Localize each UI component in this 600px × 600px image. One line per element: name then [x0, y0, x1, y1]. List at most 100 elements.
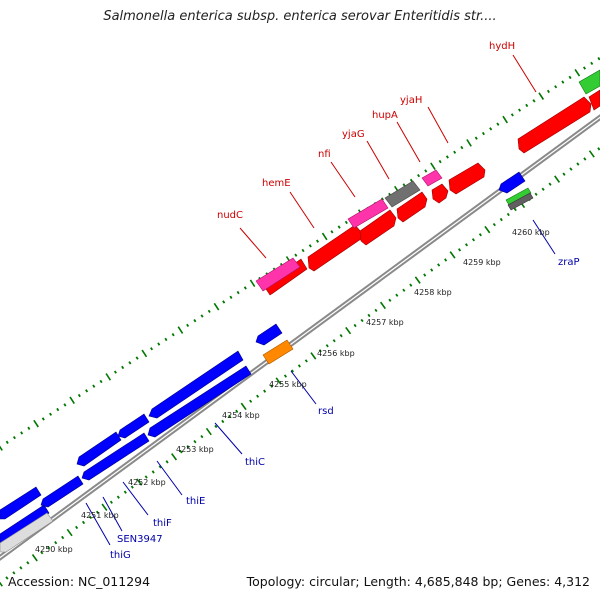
inner-ring-minor-tick	[499, 217, 503, 222]
inner-ring-minor-tick	[283, 374, 288, 378]
outer-ring-minor-tick	[5, 440, 9, 444]
gene-label-thiF[interactable]: thiF	[153, 518, 172, 529]
gene-label-nudC[interactable]: nudC	[217, 210, 243, 221]
outer-ring-minor-tick	[12, 436, 16, 440]
gene-label-SEN3947[interactable]: SEN3947	[117, 534, 163, 545]
gene-hydH[interactable]	[517, 96, 592, 154]
inner-ring-major-tick	[484, 225, 491, 234]
outer-ring-minor-tick	[121, 365, 125, 370]
scale-label-4257: 4257 kbp	[366, 318, 404, 327]
inner-ring-minor-tick	[269, 384, 274, 388]
outer-ring-major-tick	[213, 302, 220, 311]
inner-ring-minor-tick	[513, 207, 517, 212]
inner-ring-minor-tick	[61, 535, 65, 540]
inner-ring-minor-tick	[54, 540, 58, 545]
inner-ring-minor-tick	[569, 167, 573, 171]
outer-ring-minor-tick	[597, 57, 600, 61]
inner-ring-minor-tick	[81, 520, 86, 525]
outer-ring-minor-tick	[229, 295, 233, 299]
gene-nfi-region[interactable]	[307, 224, 362, 272]
outer-ring-minor-tick	[200, 314, 204, 318]
leader-hydH	[512, 54, 537, 93]
outer-ring-major-tick	[430, 162, 436, 171]
inner-ring-major-tick	[588, 150, 595, 158]
outer-ring-minor-tick	[424, 169, 428, 173]
outer-ring-minor-tick	[337, 225, 341, 229]
outer-ring-minor-tick	[236, 290, 240, 295]
inner-ring-minor-tick	[158, 465, 162, 469]
outer-ring-major-tick	[249, 279, 256, 288]
outer-ring-minor-tick	[243, 286, 247, 290]
gene-label-hupA[interactable]: hupA	[372, 110, 398, 121]
gene-thiG-inner[interactable]	[40, 475, 84, 508]
gene-label-zraP[interactable]: zraP	[558, 257, 580, 268]
gene-thiC-outer[interactable]	[148, 350, 244, 419]
gene-thiE-outer[interactable]	[117, 413, 150, 439]
leader-SEN3947	[102, 496, 123, 532]
gene-thiE-inner[interactable]	[81, 432, 150, 481]
outer-ring-minor-tick	[85, 389, 89, 393]
gene-rsd[interactable]	[255, 323, 283, 346]
inner-tick-ring	[0, 147, 600, 587]
inner-ring-minor-tick	[19, 566, 23, 570]
outer-ring-minor-tick	[150, 347, 154, 351]
inner-ring-minor-tick	[304, 359, 308, 363]
gene-label-yjaG[interactable]: yjaG	[342, 129, 365, 140]
outer-ring-minor-tick	[222, 300, 226, 304]
forward-label-leaders	[239, 54, 537, 259]
outer-ring-minor-tick	[186, 323, 190, 327]
inner-ring-major-tick	[31, 554, 38, 562]
gene-grey-feature	[384, 180, 421, 208]
outer-ring-minor-tick	[294, 253, 298, 257]
gene-green-feature	[578, 69, 600, 95]
outer-ring-minor-tick	[20, 431, 24, 435]
inner-ring-minor-tick	[353, 323, 357, 328]
gene-label-thiE[interactable]: thiE	[186, 496, 205, 507]
gene-hemE-red[interactable]	[359, 209, 397, 246]
outer-ring-major-tick	[105, 373, 112, 381]
gene-label-hydH[interactable]: hydH	[489, 41, 515, 52]
leader-thiC	[214, 422, 243, 455]
outer-ring-major-tick	[69, 396, 75, 405]
leader-yjaG	[366, 140, 390, 180]
outer-ring-minor-tick	[510, 113, 514, 117]
outer-ring-minor-tick	[56, 407, 60, 412]
scale-label-4253: 4253 kbp	[176, 445, 214, 454]
gene-yjaG-red[interactable]	[396, 191, 428, 223]
outer-ring-minor-tick	[409, 178, 413, 182]
gene-edge-red[interactable]	[588, 89, 600, 111]
gene-label-nfi[interactable]: nfi	[318, 149, 331, 160]
inner-ring-minor-tick	[186, 445, 190, 449]
gene-yjaH[interactable]	[448, 162, 486, 195]
outer-ring-minor-tick	[157, 342, 161, 346]
gene-thiC-inner[interactable]	[147, 365, 252, 438]
outer-ring-minor-tick	[113, 370, 117, 374]
gene-thiF-outer[interactable]	[76, 431, 122, 467]
inner-ring-minor-tick	[12, 571, 16, 575]
scale-label-4259: 4259 kbp	[463, 258, 501, 267]
gene-zraP[interactable]	[498, 171, 526, 194]
gene-small-stack-green	[505, 187, 532, 206]
gene-hupA[interactable]	[431, 183, 449, 204]
outer-ring-minor-tick	[532, 99, 536, 103]
gene-label-rsd[interactable]: rsd	[318, 406, 334, 417]
inner-ring-minor-tick	[360, 318, 364, 323]
inner-ring-major-tick	[379, 301, 386, 310]
gene-orange-feature	[262, 339, 294, 365]
gene-label-yjaH[interactable]: yjaH	[400, 95, 422, 106]
outer-ring-major-tick	[466, 139, 472, 147]
gene-label-thiC[interactable]: thiC	[245, 457, 265, 468]
outer-ring-minor-tick	[63, 403, 67, 407]
inner-ring-minor-tick	[47, 545, 51, 550]
outer-ring-minor-tick	[135, 356, 139, 360]
outer-ring-minor-tick	[568, 75, 572, 80]
gene-thiG-outer[interactable]	[0, 486, 42, 520]
leader-hemE	[289, 191, 315, 229]
outer-ring-minor-tick	[344, 220, 348, 225]
inner-ring-minor-tick	[95, 510, 100, 515]
gene-label-thiG[interactable]: thiG	[110, 550, 131, 561]
gene-label-hemE[interactable]: hemE	[262, 178, 291, 189]
topology-text: Topology: circular; Length: 4,685,848 bp…	[246, 574, 590, 589]
inner-ring-minor-tick	[339, 333, 343, 338]
